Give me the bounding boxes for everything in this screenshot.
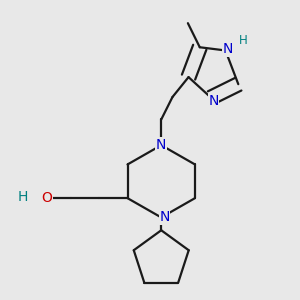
Text: N: N xyxy=(223,42,233,56)
Text: H: H xyxy=(18,190,28,204)
Text: N: N xyxy=(159,210,170,224)
Text: H: H xyxy=(239,34,248,47)
Text: O: O xyxy=(41,191,52,205)
Text: N: N xyxy=(156,138,166,152)
Text: N: N xyxy=(208,94,219,108)
